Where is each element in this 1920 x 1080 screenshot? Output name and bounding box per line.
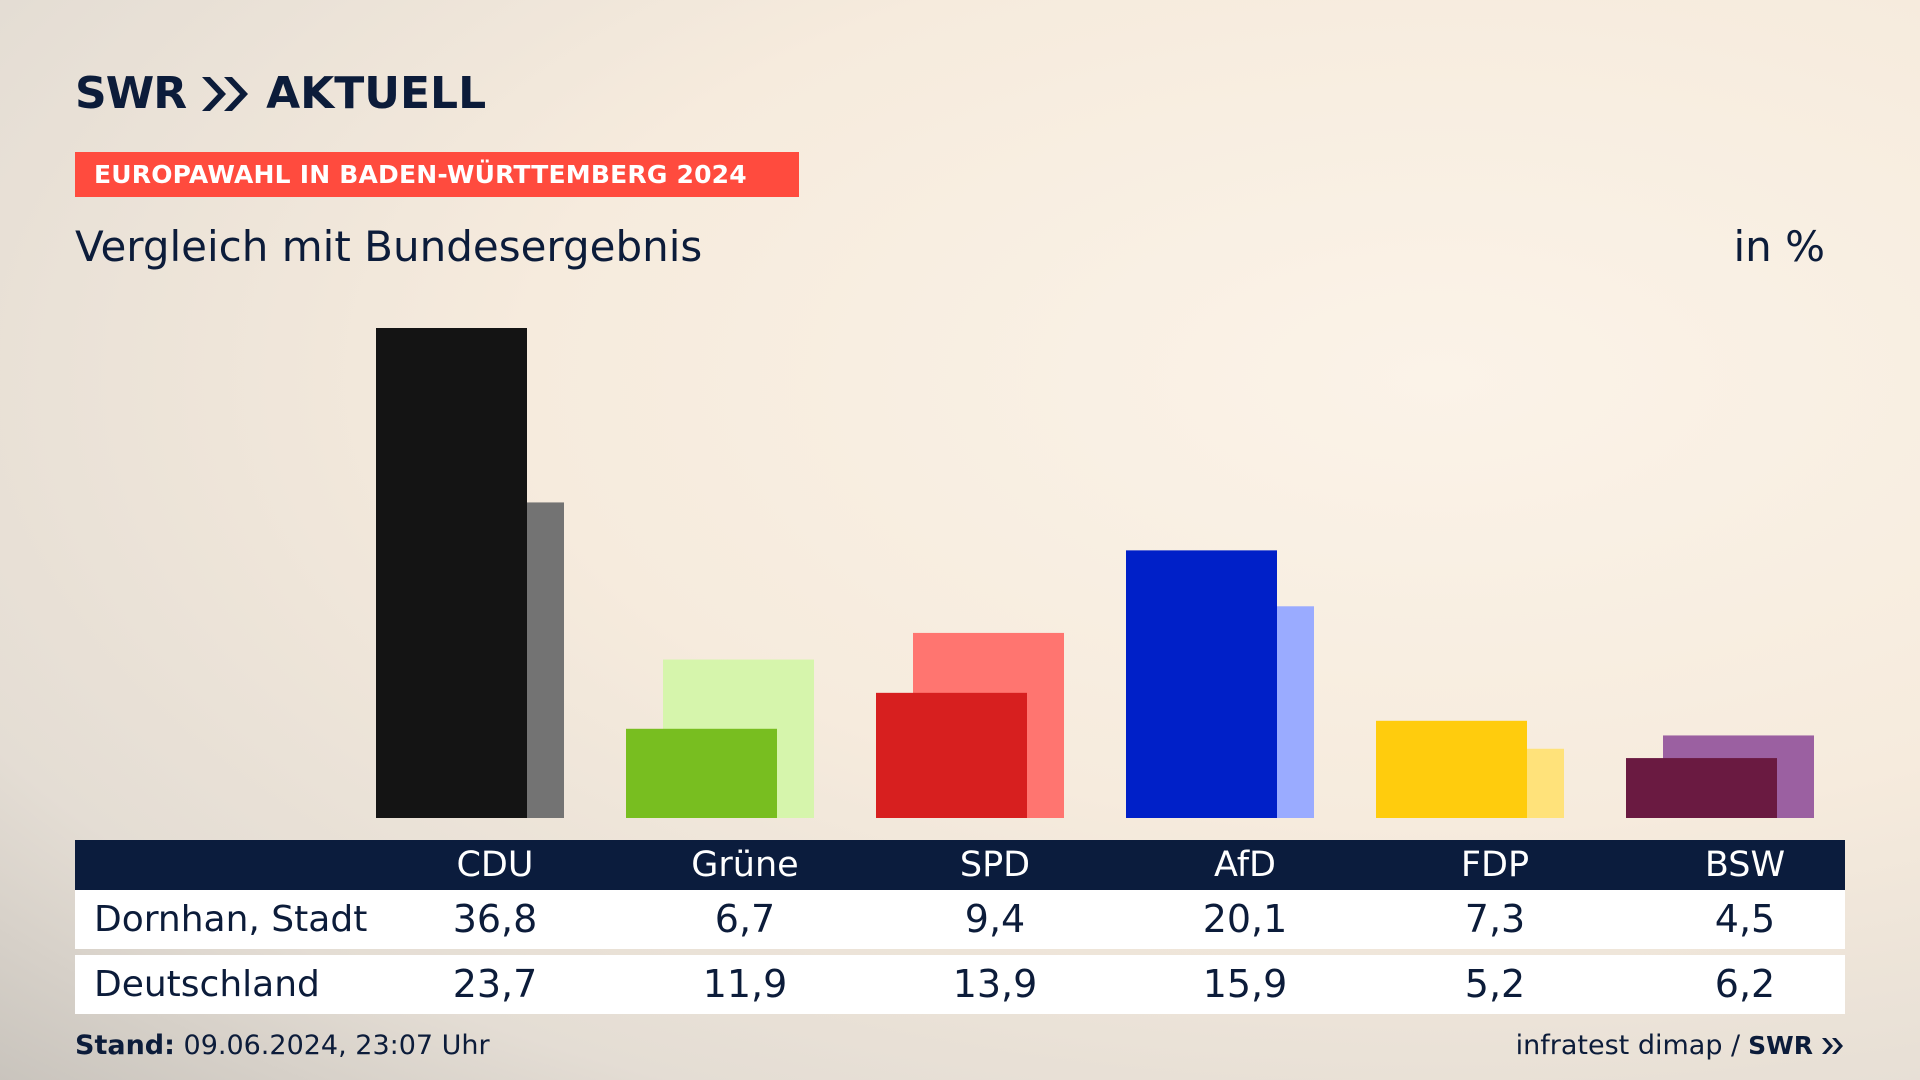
timestamp: Stand: 09.06.2024, 23:07 Uhr (75, 1030, 490, 1061)
value-national-4: 15,9 (1202, 962, 1288, 1006)
header-party-3: SPD (959, 845, 1031, 885)
value-national-3: 13,9 (952, 962, 1038, 1006)
value-national-2: 11,9 (702, 962, 788, 1006)
row-label-national: Deutschland (94, 964, 320, 1005)
value-local-1: 36,8 (452, 897, 538, 941)
row-label-local: Dornhan, Stadt (94, 899, 368, 940)
table-row-local: Dornhan, Stadt 36,8 6,7 9,4 20,1 7,3 4,5 (75, 890, 1845, 949)
aktuell-text: AKTUELL (266, 68, 487, 119)
small-double-chevron-icon (1822, 1037, 1843, 1054)
table-header: CDU Grüne SPD AfD FDP BSW (75, 840, 1845, 890)
bar-local-5 (1376, 720, 1527, 818)
swr-aktuell-logo: SWR AKTUELL (75, 68, 486, 119)
header-party-1: CDU (456, 845, 534, 885)
header-party-6: BSW (1704, 845, 1786, 885)
value-local-2: 6,7 (714, 897, 776, 941)
table-row-national: Deutschland 23,7 11,9 13,9 15,9 5,2 6,2 (75, 955, 1845, 1014)
value-national-5: 5,2 (1464, 962, 1526, 1006)
value-local-5: 7,3 (1464, 897, 1526, 941)
swr-logo-text: SWR (75, 68, 187, 119)
bar-local-1 (376, 328, 527, 818)
double-chevron-icon (202, 76, 249, 111)
value-national-6: 6,2 (1714, 962, 1776, 1006)
value-local-3: 9,4 (964, 897, 1026, 941)
header-party-5: FDP (1460, 845, 1530, 885)
source-text: infratest dimap / (1515, 1030, 1741, 1061)
bar-local-6 (1626, 758, 1777, 818)
election-banner: EUROPAWAHL IN BADEN-WÜRTTEMBERG 2024 (75, 152, 799, 197)
swr-small-logo-text: SWR (1748, 1031, 1813, 1060)
chart-subtitle: Vergleich mit Bundesergebnis (75, 222, 703, 271)
bar-local-3 (876, 692, 1027, 818)
bar-local-2 (626, 728, 777, 818)
header-party-4: AfD (1214, 845, 1276, 885)
stand-value: 09.06.2024, 23:07 Uhr (183, 1030, 490, 1061)
stand-label: Stand: (75, 1030, 175, 1061)
source-credit: infratest dimap / SWR (1516, 1030, 1845, 1061)
bar-local-4 (1126, 550, 1277, 818)
value-national-1: 23,7 (452, 962, 538, 1006)
results-table: CDU Grüne SPD AfD FDP BSW Dornhan, Stadt… (75, 840, 1845, 1014)
unit-label: in % (1733, 222, 1825, 271)
header-party-2: Grüne (691, 845, 799, 885)
value-local-6: 4,5 (1714, 897, 1776, 941)
value-local-4: 20,1 (1202, 897, 1288, 941)
